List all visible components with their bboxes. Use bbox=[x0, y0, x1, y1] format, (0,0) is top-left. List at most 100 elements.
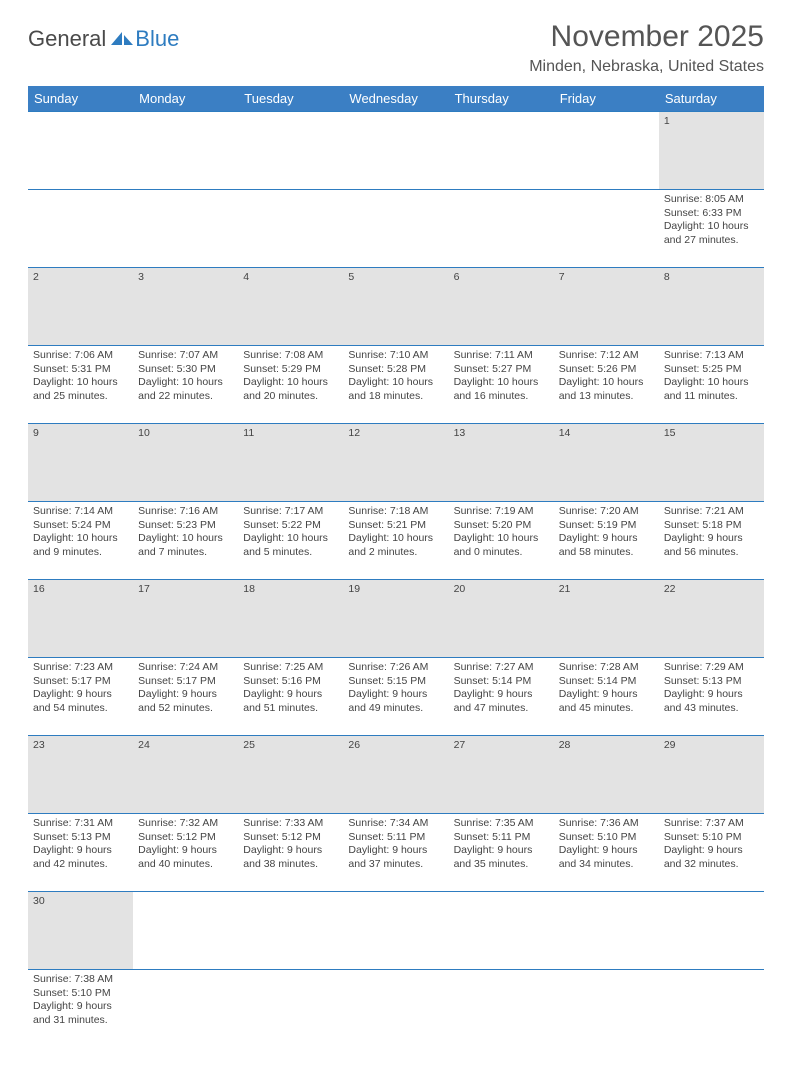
day-number: 22 bbox=[659, 580, 764, 658]
day2-text: and 37 minutes. bbox=[348, 858, 443, 872]
day1-text: Daylight: 9 hours bbox=[33, 1000, 128, 1014]
day-cell: Sunrise: 7:37 AMSunset: 5:10 PMDaylight:… bbox=[659, 814, 764, 892]
day1-text: Daylight: 9 hours bbox=[33, 688, 128, 702]
day-cell bbox=[449, 190, 554, 268]
day-number: 13 bbox=[449, 424, 554, 502]
day-cell: Sunrise: 7:26 AMSunset: 5:15 PMDaylight:… bbox=[343, 658, 448, 736]
weekday-header: Tuesday bbox=[238, 86, 343, 112]
sunset-text: Sunset: 5:12 PM bbox=[138, 831, 233, 845]
day-number: 18 bbox=[238, 580, 343, 658]
day-cell: Sunrise: 7:21 AMSunset: 5:18 PMDaylight:… bbox=[659, 502, 764, 580]
sunrise-text: Sunrise: 7:26 AM bbox=[348, 661, 443, 675]
day2-text: and 11 minutes. bbox=[664, 390, 759, 404]
day2-text: and 42 minutes. bbox=[33, 858, 128, 872]
day1-text: Daylight: 10 hours bbox=[664, 220, 759, 234]
day-number bbox=[238, 112, 343, 190]
day1-text: Daylight: 9 hours bbox=[664, 532, 759, 546]
day2-text: and 18 minutes. bbox=[348, 390, 443, 404]
daynum-row: 9101112131415 bbox=[28, 424, 764, 502]
sunrise-text: Sunrise: 7:14 AM bbox=[33, 505, 128, 519]
sunrise-text: Sunrise: 7:38 AM bbox=[33, 973, 128, 987]
day2-text: and 25 minutes. bbox=[33, 390, 128, 404]
sunset-text: Sunset: 5:10 PM bbox=[559, 831, 654, 845]
logo: General Blue bbox=[28, 26, 179, 52]
sunrise-text: Sunrise: 7:28 AM bbox=[559, 661, 654, 675]
day-cell: Sunrise: 7:12 AMSunset: 5:26 PMDaylight:… bbox=[554, 346, 659, 424]
day1-text: Daylight: 9 hours bbox=[33, 844, 128, 858]
day-number bbox=[449, 892, 554, 970]
day2-text: and 13 minutes. bbox=[559, 390, 654, 404]
day2-text: and 51 minutes. bbox=[243, 702, 338, 716]
day1-text: Daylight: 9 hours bbox=[559, 844, 654, 858]
sunrise-text: Sunrise: 7:33 AM bbox=[243, 817, 338, 831]
sunrise-text: Sunrise: 7:32 AM bbox=[138, 817, 233, 831]
day-cell: Sunrise: 7:32 AMSunset: 5:12 PMDaylight:… bbox=[133, 814, 238, 892]
sunrise-text: Sunrise: 7:18 AM bbox=[348, 505, 443, 519]
sunrise-text: Sunrise: 7:36 AM bbox=[559, 817, 654, 831]
month-title: November 2025 bbox=[529, 20, 764, 54]
daynum-row: 2345678 bbox=[28, 268, 764, 346]
day-cell: Sunrise: 7:28 AMSunset: 5:14 PMDaylight:… bbox=[554, 658, 659, 736]
day1-text: Daylight: 9 hours bbox=[243, 688, 338, 702]
day-cell: Sunrise: 7:36 AMSunset: 5:10 PMDaylight:… bbox=[554, 814, 659, 892]
day-number: 3 bbox=[133, 268, 238, 346]
day1-text: Daylight: 9 hours bbox=[243, 844, 338, 858]
day2-text: and 34 minutes. bbox=[559, 858, 654, 872]
day1-text: Daylight: 10 hours bbox=[559, 376, 654, 390]
day2-text: and 47 minutes. bbox=[454, 702, 549, 716]
day2-text: and 20 minutes. bbox=[243, 390, 338, 404]
weekday-header: Thursday bbox=[449, 86, 554, 112]
day1-text: Daylight: 10 hours bbox=[664, 376, 759, 390]
day-number: 20 bbox=[449, 580, 554, 658]
day2-text: and 32 minutes. bbox=[664, 858, 759, 872]
day1-text: Daylight: 10 hours bbox=[348, 376, 443, 390]
day-number: 4 bbox=[238, 268, 343, 346]
sunrise-text: Sunrise: 7:11 AM bbox=[454, 349, 549, 363]
day-number: 16 bbox=[28, 580, 133, 658]
sunrise-text: Sunrise: 7:06 AM bbox=[33, 349, 128, 363]
day-cell: Sunrise: 7:38 AMSunset: 5:10 PMDaylight:… bbox=[28, 970, 133, 1048]
day-number: 10 bbox=[133, 424, 238, 502]
day-cell bbox=[659, 970, 764, 1048]
day-cell: Sunrise: 7:29 AMSunset: 5:13 PMDaylight:… bbox=[659, 658, 764, 736]
day-cell: Sunrise: 8:05 AMSunset: 6:33 PMDaylight:… bbox=[659, 190, 764, 268]
day-number bbox=[659, 892, 764, 970]
day2-text: and 2 minutes. bbox=[348, 546, 443, 560]
day-cell: Sunrise: 7:24 AMSunset: 5:17 PMDaylight:… bbox=[133, 658, 238, 736]
day-number: 9 bbox=[28, 424, 133, 502]
day-number: 21 bbox=[554, 580, 659, 658]
day-number: 26 bbox=[343, 736, 448, 814]
sunset-text: Sunset: 5:10 PM bbox=[664, 831, 759, 845]
day-cell: Sunrise: 7:13 AMSunset: 5:25 PMDaylight:… bbox=[659, 346, 764, 424]
sunset-text: Sunset: 5:23 PM bbox=[138, 519, 233, 533]
day-number bbox=[449, 112, 554, 190]
day-cell: Sunrise: 7:31 AMSunset: 5:13 PMDaylight:… bbox=[28, 814, 133, 892]
sunrise-text: Sunrise: 7:27 AM bbox=[454, 661, 549, 675]
day2-text: and 0 minutes. bbox=[454, 546, 549, 560]
day-number bbox=[343, 112, 448, 190]
day1-text: Daylight: 9 hours bbox=[454, 844, 549, 858]
day-cell: Sunrise: 7:10 AMSunset: 5:28 PMDaylight:… bbox=[343, 346, 448, 424]
sunrise-text: Sunrise: 7:17 AM bbox=[243, 505, 338, 519]
day-cell bbox=[343, 190, 448, 268]
day-cell: Sunrise: 7:25 AMSunset: 5:16 PMDaylight:… bbox=[238, 658, 343, 736]
day2-text: and 49 minutes. bbox=[348, 702, 443, 716]
day2-text: and 38 minutes. bbox=[243, 858, 338, 872]
day1-text: Daylight: 9 hours bbox=[348, 844, 443, 858]
day-cell bbox=[554, 190, 659, 268]
sunset-text: Sunset: 5:24 PM bbox=[33, 519, 128, 533]
sunset-text: Sunset: 5:21 PM bbox=[348, 519, 443, 533]
day-cell: Sunrise: 7:08 AMSunset: 5:29 PMDaylight:… bbox=[238, 346, 343, 424]
sunset-text: Sunset: 5:25 PM bbox=[664, 363, 759, 377]
weekday-header: Wednesday bbox=[343, 86, 448, 112]
sunrise-text: Sunrise: 7:37 AM bbox=[664, 817, 759, 831]
sunrise-text: Sunrise: 7:29 AM bbox=[664, 661, 759, 675]
sunset-text: Sunset: 5:14 PM bbox=[454, 675, 549, 689]
day1-text: Daylight: 10 hours bbox=[243, 376, 338, 390]
sunrise-text: Sunrise: 7:07 AM bbox=[138, 349, 233, 363]
day-cell: Sunrise: 7:18 AMSunset: 5:21 PMDaylight:… bbox=[343, 502, 448, 580]
day-number: 30 bbox=[28, 892, 133, 970]
sunrise-text: Sunrise: 7:10 AM bbox=[348, 349, 443, 363]
sunset-text: Sunset: 5:31 PM bbox=[33, 363, 128, 377]
sunset-text: Sunset: 5:17 PM bbox=[138, 675, 233, 689]
